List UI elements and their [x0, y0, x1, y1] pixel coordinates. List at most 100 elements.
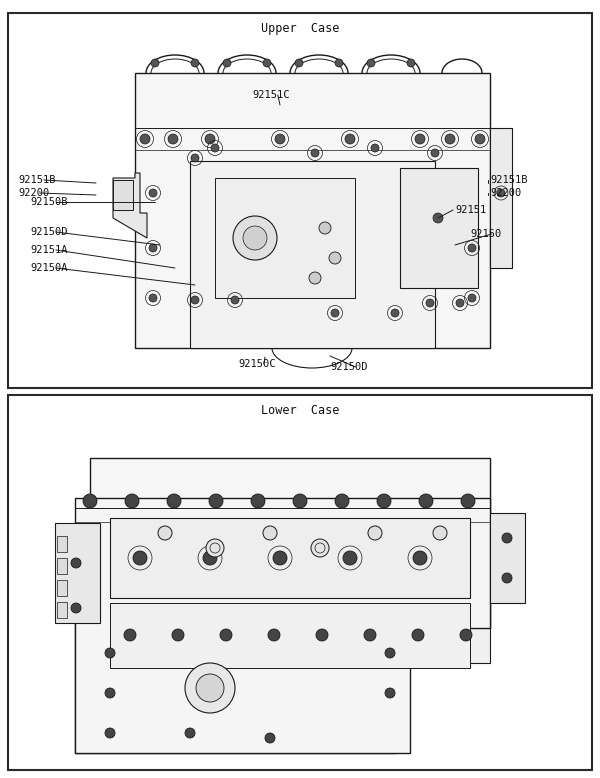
Text: Repo: Repo: [195, 121, 335, 225]
Circle shape: [133, 551, 147, 565]
Text: Upper  Case: Upper Case: [261, 22, 339, 34]
Bar: [90, 458, 490, 628]
Circle shape: [168, 134, 178, 144]
Text: 92151B: 92151B: [490, 175, 527, 185]
Circle shape: [426, 299, 434, 307]
Circle shape: [191, 59, 199, 67]
Text: Repo: Repo: [165, 502, 305, 605]
Circle shape: [263, 59, 271, 67]
Bar: [215, 178, 355, 298]
Text: Lower  Case: Lower Case: [261, 404, 339, 416]
Circle shape: [71, 558, 81, 568]
Text: Parts: Parts: [100, 72, 278, 204]
Bar: [110, 603, 470, 668]
Circle shape: [335, 59, 343, 67]
Bar: [395, 628, 490, 663]
Circle shape: [158, 526, 172, 540]
Bar: [400, 168, 478, 288]
Circle shape: [293, 494, 307, 508]
Circle shape: [364, 629, 376, 641]
Circle shape: [203, 551, 217, 565]
Bar: [490, 513, 525, 603]
Text: 92150C: 92150C: [238, 359, 275, 369]
Bar: [75, 623, 395, 753]
Text: 92151B: 92151B: [18, 175, 56, 185]
Circle shape: [433, 213, 443, 223]
Circle shape: [140, 134, 150, 144]
Circle shape: [371, 144, 379, 152]
Circle shape: [335, 494, 349, 508]
Circle shape: [331, 309, 339, 317]
Circle shape: [105, 688, 115, 698]
Text: 92151A: 92151A: [30, 245, 67, 255]
Circle shape: [151, 59, 159, 67]
Text: 92150B: 92150B: [30, 197, 67, 207]
Circle shape: [263, 526, 277, 540]
Text: 92150A: 92150A: [30, 263, 67, 273]
Circle shape: [167, 494, 181, 508]
Circle shape: [329, 252, 341, 264]
Circle shape: [251, 494, 265, 508]
Bar: [8, 13, 592, 388]
Polygon shape: [75, 498, 490, 753]
Bar: [57, 580, 67, 596]
Bar: [135, 73, 490, 348]
Circle shape: [223, 59, 231, 67]
Circle shape: [407, 59, 415, 67]
Circle shape: [295, 59, 303, 67]
Circle shape: [319, 222, 331, 234]
Circle shape: [368, 526, 382, 540]
Bar: [113, 180, 133, 210]
Circle shape: [191, 154, 199, 162]
Text: 92150D: 92150D: [330, 362, 367, 372]
Circle shape: [105, 728, 115, 738]
Circle shape: [185, 728, 195, 738]
Circle shape: [445, 134, 455, 144]
Circle shape: [220, 629, 232, 641]
Circle shape: [196, 674, 224, 702]
Circle shape: [185, 663, 235, 713]
Circle shape: [460, 629, 472, 641]
Text: ⚙: ⚙: [415, 104, 496, 192]
Bar: [57, 558, 67, 574]
Circle shape: [273, 551, 287, 565]
Circle shape: [377, 494, 391, 508]
Circle shape: [149, 189, 157, 197]
Circle shape: [243, 226, 267, 250]
Circle shape: [125, 494, 139, 508]
Circle shape: [149, 244, 157, 252]
Bar: [57, 536, 67, 552]
Circle shape: [433, 526, 447, 540]
Circle shape: [316, 629, 328, 641]
Circle shape: [497, 189, 505, 197]
Bar: [8, 395, 592, 770]
Circle shape: [275, 134, 285, 144]
Circle shape: [265, 733, 275, 743]
Bar: [55, 523, 100, 623]
Circle shape: [461, 494, 475, 508]
Circle shape: [415, 134, 425, 144]
Polygon shape: [113, 173, 147, 238]
Text: 92150D: 92150D: [30, 227, 67, 237]
Circle shape: [105, 648, 115, 658]
Circle shape: [209, 494, 223, 508]
Circle shape: [475, 134, 485, 144]
Circle shape: [412, 629, 424, 641]
Text: 92200: 92200: [490, 188, 521, 198]
Circle shape: [124, 629, 136, 641]
Circle shape: [343, 551, 357, 565]
Bar: [57, 602, 67, 618]
Circle shape: [468, 244, 476, 252]
Circle shape: [149, 294, 157, 302]
Circle shape: [502, 573, 512, 583]
Circle shape: [71, 603, 81, 613]
Circle shape: [385, 688, 395, 698]
Circle shape: [367, 59, 375, 67]
Bar: [190, 161, 435, 348]
Circle shape: [431, 149, 439, 157]
Circle shape: [83, 494, 97, 508]
Circle shape: [309, 272, 321, 284]
Circle shape: [468, 294, 476, 302]
Circle shape: [211, 144, 219, 152]
Circle shape: [391, 309, 399, 317]
